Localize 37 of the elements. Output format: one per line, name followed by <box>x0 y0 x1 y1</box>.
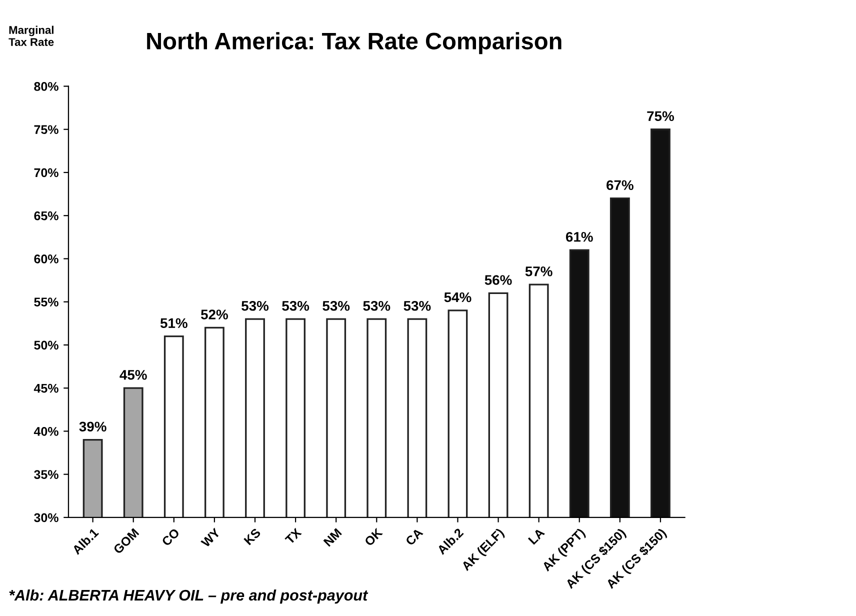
x-tick-label: KS <box>244 528 262 546</box>
data-label: 53% <box>404 300 431 311</box>
data-label: 45% <box>120 370 147 380</box>
x-tick-label: WY <box>200 528 221 548</box>
y-tick-label: 35% <box>34 470 58 479</box>
x-tick-label: NM <box>323 528 342 547</box>
x-tick-label: CA <box>405 528 424 546</box>
y-tick-label: 75% <box>34 125 58 134</box>
y-tick-label: 70% <box>34 168 58 178</box>
data-label: 52% <box>200 310 228 320</box>
data-label: 53% <box>282 300 310 311</box>
data-label: 39% <box>79 422 106 432</box>
data-label: 53% <box>322 300 350 311</box>
text: *Alb: ALBERTA HEAVY OIL – pre and post-payout <box>9 589 368 604</box>
y-axis-title: Marginal Tax Rate <box>8 26 54 46</box>
y-tick-label: 40% <box>34 427 58 436</box>
y-tick-label: 30% <box>34 513 58 522</box>
x-tick-label: TX <box>284 528 302 545</box>
y-tick-label: 65% <box>34 211 58 220</box>
x-tick-label: OK <box>364 527 384 547</box>
data-label: 67% <box>606 180 634 190</box>
chart-title: North America: Tax Rate Comparison <box>147 32 562 54</box>
data-label: 51% <box>160 318 188 328</box>
y-tick-label: 50% <box>34 340 58 350</box>
data-label: 54% <box>444 292 472 302</box>
data-label: 61% <box>566 232 593 242</box>
y-tick-label: 55% <box>34 298 58 306</box>
data-label: 56% <box>484 275 512 285</box>
y-tick-label: 80% <box>34 82 58 91</box>
data-label: 75% <box>647 111 674 122</box>
x-tick-label: LA <box>528 528 545 545</box>
data-label: 57% <box>525 266 552 276</box>
data-label: 53% <box>363 300 390 311</box>
y-tick-label: 45% <box>34 384 58 393</box>
data-label: 53% <box>242 300 269 311</box>
x-tick-label: CO <box>161 528 180 547</box>
y-tick-label: 60% <box>34 254 58 264</box>
